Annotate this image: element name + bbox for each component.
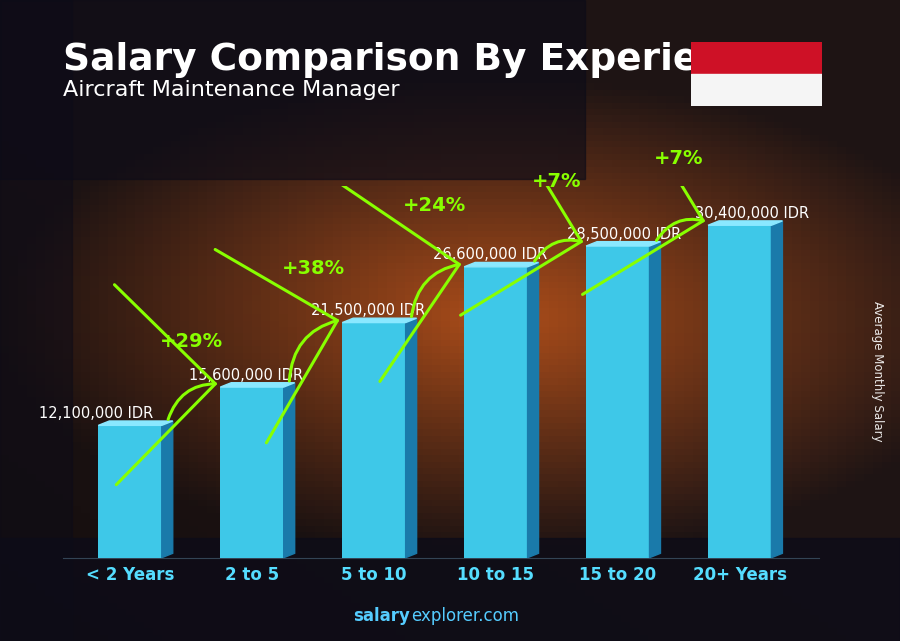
Polygon shape: [98, 421, 173, 426]
Text: +24%: +24%: [403, 196, 466, 215]
Bar: [98, 426, 162, 558]
FancyArrowPatch shape: [582, 100, 703, 294]
FancyArrowPatch shape: [461, 121, 581, 315]
Polygon shape: [708, 221, 782, 225]
Text: Aircraft Maintenance Manager: Aircraft Maintenance Manager: [63, 80, 400, 100]
Bar: [0, 0, 72, 641]
Polygon shape: [284, 383, 294, 558]
Text: explorer.com: explorer.com: [411, 607, 519, 625]
Text: 30,400,000 IDR: 30,400,000 IDR: [695, 206, 809, 221]
Bar: [464, 267, 527, 558]
Text: +38%: +38%: [282, 259, 345, 278]
FancyArrowPatch shape: [114, 285, 215, 485]
Text: 12,100,000 IDR: 12,100,000 IDR: [39, 406, 153, 421]
Text: 26,600,000 IDR: 26,600,000 IDR: [433, 247, 547, 262]
Text: Salary Comparison By Experience: Salary Comparison By Experience: [63, 42, 773, 78]
Text: salary: salary: [353, 607, 410, 625]
FancyArrowPatch shape: [342, 185, 459, 381]
Polygon shape: [650, 242, 661, 558]
Bar: [0, 538, 900, 641]
Text: +7%: +7%: [654, 149, 704, 168]
Polygon shape: [220, 383, 294, 387]
Text: 28,500,000 IDR: 28,500,000 IDR: [567, 226, 681, 242]
Text: 21,500,000 IDR: 21,500,000 IDR: [310, 303, 425, 318]
Bar: [0, 0, 585, 179]
Polygon shape: [464, 262, 538, 267]
Bar: [586, 246, 650, 558]
Text: +7%: +7%: [532, 172, 581, 192]
Polygon shape: [406, 318, 417, 558]
Text: 15,600,000 IDR: 15,600,000 IDR: [189, 368, 303, 383]
Text: Average Monthly Salary: Average Monthly Salary: [871, 301, 884, 442]
Polygon shape: [771, 221, 782, 558]
Bar: [691, 74, 822, 106]
Text: +29%: +29%: [159, 332, 222, 351]
FancyArrowPatch shape: [215, 249, 338, 443]
Polygon shape: [586, 242, 661, 246]
Bar: [342, 322, 406, 558]
Bar: [691, 42, 822, 74]
Polygon shape: [342, 318, 417, 322]
Polygon shape: [162, 421, 173, 558]
Bar: [708, 225, 771, 558]
Polygon shape: [527, 262, 538, 558]
Bar: [220, 387, 284, 558]
